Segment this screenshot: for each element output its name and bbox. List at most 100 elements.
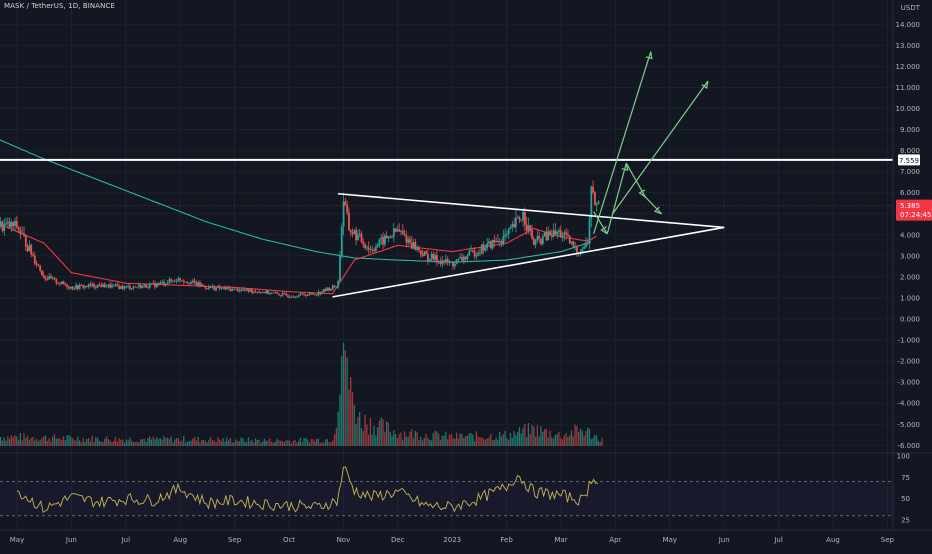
symbol-header[interactable]: MASK / TetherUS, 1D, BINANCE	[4, 2, 115, 10]
volume-bar	[141, 438, 144, 446]
volume-bar	[59, 438, 61, 446]
volume-bar	[461, 434, 463, 446]
volume-bar	[534, 436, 537, 446]
volume-bar	[253, 442, 255, 446]
candle-body	[134, 286, 137, 288]
zigzag-arrow	[644, 196, 663, 215]
candle-body	[376, 244, 379, 248]
candle-body	[125, 286, 128, 288]
volume-bar	[251, 439, 253, 446]
candle-body	[427, 254, 429, 261]
volume-bar	[129, 437, 131, 446]
volume-bar	[217, 437, 219, 446]
volume-bar	[491, 440, 494, 446]
volume-bar	[595, 435, 598, 446]
volume-bar	[184, 442, 187, 446]
candle-body	[588, 218, 591, 244]
rsi-line	[16, 466, 599, 514]
rsi-tick-label: 75	[901, 474, 910, 482]
x-tick-label: Sep	[881, 536, 895, 544]
candle-body	[0, 221, 2, 227]
candle-body	[274, 292, 277, 294]
candle-body	[369, 249, 372, 251]
y-tick-label: -4.000	[897, 400, 920, 408]
volume-bars	[0, 342, 603, 446]
candle-body	[179, 278, 182, 281]
volume-bar	[53, 434, 56, 446]
candle-body	[436, 255, 438, 263]
candle-body	[14, 220, 16, 226]
x-tick-label: Feb	[500, 536, 513, 544]
volume-bar	[533, 426, 535, 446]
candle-body	[59, 283, 61, 285]
volume-bar	[355, 423, 357, 446]
volume-bar	[332, 440, 334, 446]
rsi-tick-label: 100	[897, 453, 910, 461]
volume-bar	[179, 441, 181, 446]
candle-body	[515, 218, 517, 228]
candle-body	[371, 249, 374, 251]
candle-body	[62, 281, 65, 285]
volume-bar	[202, 440, 205, 446]
volume-bar	[527, 422, 530, 446]
candle-body	[366, 247, 368, 249]
candle-body	[53, 278, 56, 279]
candle-body	[540, 238, 542, 245]
level-label-text: 7.559	[899, 157, 919, 165]
candle-body	[265, 290, 268, 294]
volume-bar	[438, 433, 440, 446]
volume-bar	[156, 437, 158, 446]
volume-bar	[594, 434, 596, 446]
candle-body	[434, 255, 437, 260]
volume-bar	[265, 440, 267, 446]
x-tick-label: Jul	[121, 536, 131, 544]
volume-bar	[525, 437, 528, 446]
volume-bar	[238, 441, 241, 446]
x-tick-label: May	[10, 536, 24, 544]
volume-bar	[499, 431, 501, 446]
y-tick-label: 2.000	[900, 273, 920, 281]
volume-bar	[500, 436, 503, 446]
candle-body	[251, 289, 253, 293]
candle-body	[464, 256, 467, 260]
candle-body	[495, 240, 498, 243]
candle-body	[425, 251, 428, 255]
candle-body	[48, 276, 51, 280]
volume-bar	[403, 431, 406, 446]
volume-bar	[450, 434, 452, 446]
volume-bar	[276, 438, 278, 446]
volume-bar	[463, 438, 465, 446]
candle-body	[441, 260, 444, 265]
x-tick-label: Jul	[773, 536, 783, 544]
volume-bar	[376, 427, 379, 446]
volume-bar	[315, 439, 318, 446]
volume-bar	[69, 436, 72, 446]
volume-bar	[455, 432, 458, 446]
volume-bar	[258, 439, 260, 446]
candle-body	[290, 297, 293, 298]
volume-bar	[278, 440, 280, 446]
candle-body	[396, 229, 399, 232]
volume-bar	[393, 429, 395, 446]
volume-bar	[556, 433, 558, 446]
candle-body	[410, 242, 413, 249]
volume-bar	[116, 441, 118, 446]
volume-bar	[73, 439, 75, 446]
volume-bar	[531, 425, 533, 446]
candle-body	[281, 293, 284, 296]
volume-bar	[570, 430, 573, 446]
candle-body	[236, 288, 239, 292]
candle-body	[383, 235, 386, 245]
volume-bar	[579, 428, 582, 446]
volume-bar	[190, 440, 192, 446]
volume-bar	[188, 441, 190, 446]
candle-body	[295, 296, 298, 298]
volume-bar	[8, 438, 11, 446]
drawings[interactable]	[0, 51, 893, 298]
candle-body	[148, 284, 151, 289]
candle-body	[64, 284, 67, 286]
candle-body	[197, 282, 200, 286]
volume-bar	[102, 441, 104, 446]
